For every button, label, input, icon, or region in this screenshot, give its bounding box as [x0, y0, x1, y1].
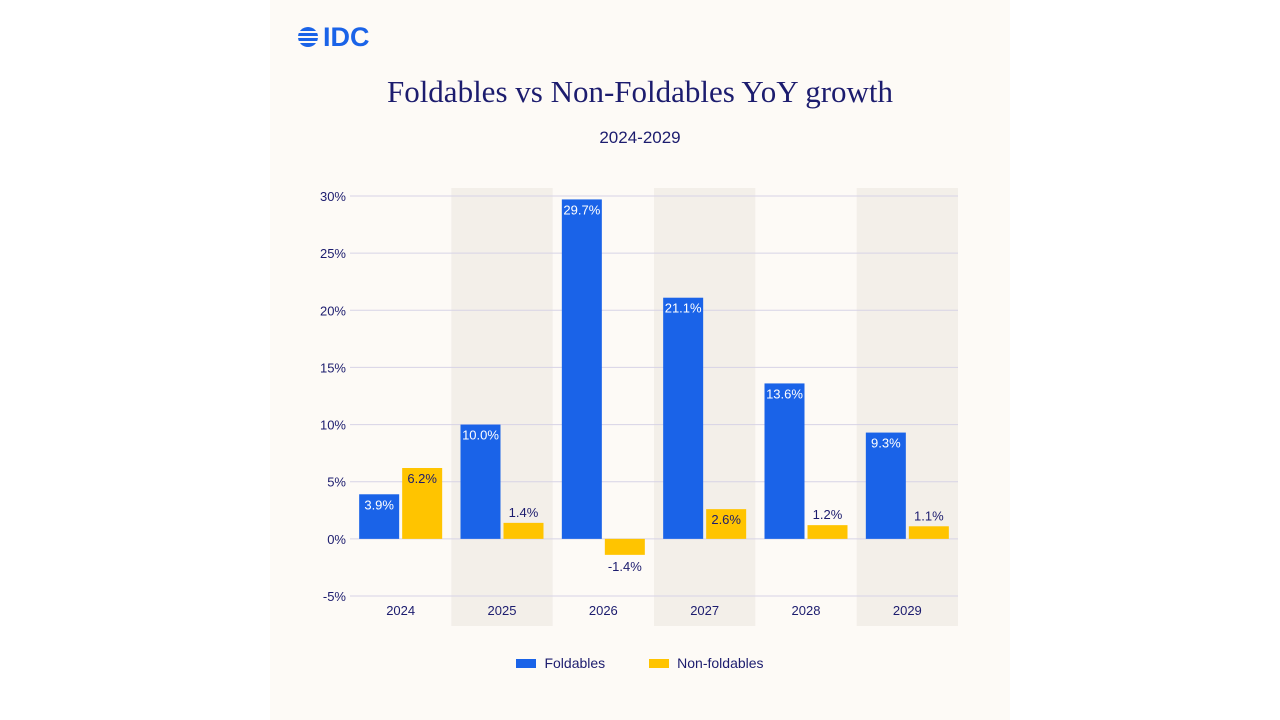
chart-title: Foldables vs Non-Foldables YoY growth: [386, 74, 894, 109]
data-label-foldables-2025: 10.0%: [462, 428, 499, 443]
y-tick-label: 0%: [327, 532, 346, 547]
y-tick-label: 15%: [320, 360, 346, 375]
bar-non-foldables-2028: [807, 525, 848, 539]
bar-non-foldables-2024: [402, 468, 443, 539]
y-tick-label: 25%: [320, 246, 346, 261]
data-label-foldables-2027: 21.1%: [665, 301, 702, 316]
legend-item-foldables: Foldables: [516, 655, 605, 671]
chart-subtitle: 2024-2029: [599, 128, 681, 147]
bar-foldables-2028: [764, 383, 805, 539]
chart-legend: Foldables Non-foldables: [270, 655, 1010, 671]
data-label-foldables-2028: 13.6%: [766, 386, 803, 401]
data-label-non-foldables-2027: 2.6%: [711, 512, 741, 527]
data-label-foldables-2029: 9.3%: [871, 436, 901, 451]
bar-foldables-2026: [561, 199, 602, 539]
y-tick-label: 10%: [320, 418, 346, 433]
logo-text: IDC: [323, 22, 370, 52]
x-tick-label: 2026: [589, 603, 618, 618]
x-tick-label: 2029: [893, 603, 922, 618]
bar-non-foldables-2025: [503, 522, 544, 539]
data-label-non-foldables-2028: 1.2%: [813, 507, 843, 522]
x-tick-label: 2028: [792, 603, 821, 618]
legend-item-non-foldables: Non-foldables: [649, 655, 764, 671]
data-label-foldables-2026: 29.7%: [563, 202, 600, 217]
data-label-foldables-2024: 3.9%: [364, 497, 394, 512]
globe-icon: [297, 27, 319, 47]
x-tick-label: 2024: [386, 603, 415, 618]
x-tick-label: 2027: [690, 603, 719, 618]
legend-swatch-non-foldables: [649, 658, 670, 668]
legend-label-foldables: Foldables: [544, 655, 606, 671]
chart-card: IDC Foldables vs Non-Foldables YoY growt…: [270, 0, 1010, 720]
data-label-non-foldables-2029: 1.1%: [914, 508, 944, 523]
bar-foldables-2025: [460, 424, 501, 539]
bar-foldables-2024: [359, 494, 400, 539]
y-tick-label: 20%: [320, 303, 346, 318]
bar-chart: 30% 25% 20% 15% 10% 5% 0% -5% 3.9% 6.2% 10.0% 1.4%…: [320, 188, 958, 626]
data-label-non-foldables-2026: -1.4%: [608, 559, 642, 574]
legend-swatch-foldables: [516, 658, 537, 668]
y-tick-label: 5%: [327, 475, 346, 490]
shaded-band-2025: [451, 188, 553, 626]
y-tick-label: 30%: [320, 189, 346, 204]
y-tick-label: -5%: [323, 589, 347, 604]
data-label-non-foldables-2024: 6.2%: [407, 471, 437, 486]
bar-non-foldables-2026: [604, 538, 645, 555]
data-label-non-foldables-2025: 1.4%: [509, 505, 539, 520]
x-tick-label: 2025: [488, 603, 517, 618]
bar-non-foldables-2027: [706, 509, 747, 539]
bar-foldables-2029: [865, 432, 906, 539]
legend-label-non-foldables: Non-foldables: [677, 655, 764, 671]
bar-foldables-2027: [663, 297, 704, 539]
bar-non-foldables-2029: [908, 526, 949, 539]
idc-logo: IDC: [297, 23, 370, 51]
shaded-band-2029: [856, 188, 958, 626]
